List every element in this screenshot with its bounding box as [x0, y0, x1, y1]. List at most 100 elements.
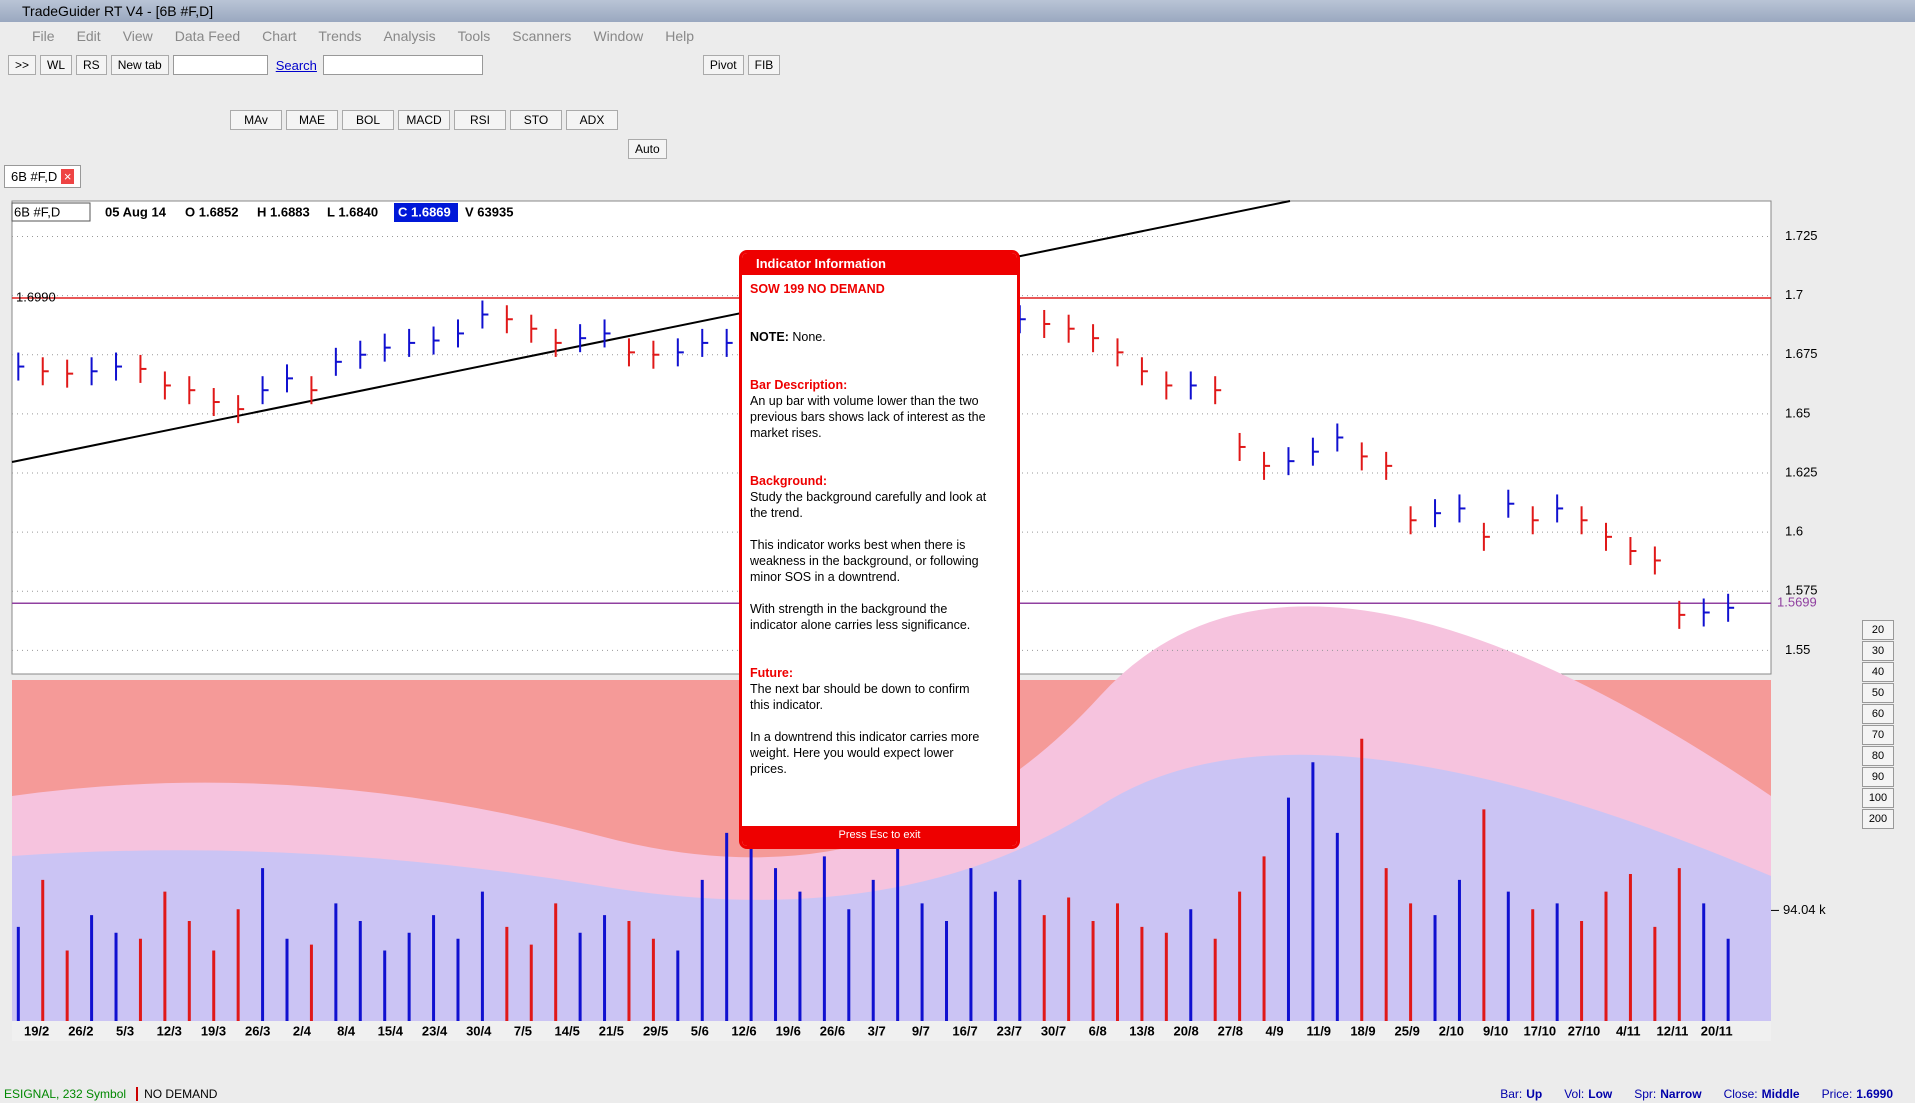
zoom-button[interactable]: 50: [1862, 683, 1894, 703]
status-value: Narrow: [1660, 1086, 1702, 1101]
x-tick-label: 9/10: [1483, 1023, 1508, 1038]
close-highlight: [394, 203, 458, 222]
toolbar: >> WL RS New tab Search Pivot FIB: [8, 55, 784, 75]
menu-item[interactable]: View: [122, 28, 153, 44]
x-tick-label: 8/4: [337, 1023, 356, 1038]
status-label: Spr:: [1634, 1086, 1657, 1101]
indicator-popup: Indicator Information SOW 199 NO DEMAND N…: [739, 250, 1020, 849]
x-tick-label: 26/2: [68, 1023, 93, 1038]
symbol-input[interactable]: [172, 55, 268, 75]
x-tick-label: 19/6: [776, 1023, 801, 1038]
x-tick-label: 2/4: [293, 1023, 312, 1038]
x-tick-label: 13/8: [1129, 1023, 1154, 1038]
zoom-button[interactable]: 80: [1862, 746, 1894, 766]
zoom-button[interactable]: 70: [1862, 725, 1894, 745]
x-tick-label: 9/7: [912, 1023, 930, 1038]
menu-item[interactable]: Data Feed: [174, 28, 241, 44]
indicator-button[interactable]: RSI: [454, 110, 506, 130]
menu-item[interactable]: Edit: [76, 28, 101, 44]
x-tick-label: 30/7: [1041, 1023, 1066, 1038]
indicator-button[interactable]: MAE: [286, 110, 338, 130]
x-tick-label: 19/3: [201, 1023, 226, 1038]
search-box[interactable]: [322, 55, 483, 75]
indicator-button[interactable]: ADX: [566, 110, 618, 130]
note-label: NOTE:: [750, 330, 789, 344]
volume-tick-label: 94.04 k: [1783, 902, 1826, 917]
level-label: 1.5699: [1777, 595, 1817, 610]
zoom-button[interactable]: 100: [1862, 788, 1894, 808]
quote-open: O 1.6852: [185, 204, 239, 219]
y-tick-label: 1.725: [1785, 228, 1818, 243]
x-tick-label: 30/4: [466, 1023, 492, 1038]
tool-button[interactable]: RS: [76, 55, 107, 75]
x-axis-band: [12, 1021, 1771, 1041]
y-tick-label: 1.625: [1785, 464, 1818, 479]
menu-item[interactable]: Trends: [318, 28, 362, 44]
zoom-button[interactable]: 40: [1862, 662, 1894, 682]
x-tick-label: 5/6: [691, 1023, 709, 1038]
menu-item[interactable]: Analysis: [383, 28, 436, 44]
indicator-button[interactable]: BOL: [342, 110, 394, 130]
y-tick-label: 1.6: [1785, 524, 1803, 539]
zoom-button[interactable]: 200: [1862, 809, 1894, 829]
zoom-button[interactable]: 20: [1862, 620, 1894, 640]
tool-button[interactable]: New tab: [110, 55, 169, 75]
section-text: With strength in the background the indi…: [750, 602, 971, 632]
status-bar: ESIGNAL, 232 Symbol NO DEMAND Bar: Up Vol: Lo…: [0, 1084, 1915, 1103]
x-tick-label: 19/2: [24, 1023, 49, 1038]
volume-band: [12, 754, 1771, 1021]
x-tick-label: 12/6: [731, 1023, 756, 1038]
popup-body: SOW 199 NO DEMAND NOTE: None. Bar Descript…: [742, 275, 1000, 820]
search-link[interactable]: Search: [275, 57, 317, 73]
indicator-button[interactable]: MACD: [398, 110, 450, 130]
x-tick-label: 4/9: [1266, 1023, 1284, 1038]
status-label: Close:: [1723, 1086, 1758, 1101]
zoom-button[interactable]: 60: [1862, 704, 1894, 724]
x-tick-label: 16/7: [952, 1023, 977, 1038]
tool-button[interactable]: >>: [8, 55, 37, 75]
level-label: 1.6990: [16, 289, 56, 304]
indicator-toolbar: MAv MAE BOL MACD RSI STO ADX: [230, 110, 622, 130]
note-text: None.: [792, 330, 826, 344]
quote-low: L 1.6840: [327, 204, 378, 219]
fib-button[interactable]: FIB: [747, 55, 781, 75]
x-tick-label: 26/3: [245, 1023, 270, 1038]
menu-item[interactable]: Tools: [457, 28, 491, 44]
symbol-box: [11, 202, 91, 222]
menu-item[interactable]: Scanners: [512, 28, 572, 44]
auto-button[interactable]: Auto: [628, 139, 667, 159]
menu-bar: File Edit View Data Feed Chart Trends Analysis…: [0, 28, 1915, 50]
pivot-button[interactable]: Pivot: [702, 55, 744, 75]
menu-item[interactable]: Window: [593, 28, 644, 44]
indicator-button[interactable]: MAv: [230, 110, 282, 130]
tab-close[interactable]: ×: [60, 169, 75, 184]
quote-high: H 1.6883: [257, 204, 310, 219]
x-tick-label: 20/11: [1701, 1023, 1733, 1038]
x-tick-label: 15/4: [378, 1023, 404, 1038]
zoom-button[interactable]: 90: [1862, 767, 1894, 787]
title-bar: TradeGuider RT V4 - [6B #F,D]: [0, 0, 1915, 22]
x-tick-label: 5/3: [116, 1023, 134, 1038]
status-value: Up: [1526, 1086, 1543, 1101]
menu-item[interactable]: Chart: [262, 28, 297, 44]
zoom-button[interactable]: 30: [1862, 641, 1894, 661]
trend-line: [11, 200, 1291, 463]
chart-tab[interactable]: 6B #F,D ×: [4, 165, 82, 188]
indicator-button[interactable]: STO: [510, 110, 562, 130]
tool-button[interactable]: WL: [40, 55, 73, 75]
x-tick-label: 11/9: [1306, 1023, 1331, 1038]
x-tick-label: 29/5: [643, 1023, 668, 1038]
menu-item[interactable]: File: [32, 28, 55, 44]
x-tick-label: 21/5: [599, 1023, 624, 1038]
section-text: An up bar with volume lower than the two…: [750, 394, 986, 440]
x-tick-label: 2/10: [1439, 1023, 1464, 1038]
section-title: Background:: [750, 474, 828, 488]
menu-item[interactable]: Help: [665, 28, 695, 44]
quote-volume: V 63935: [465, 204, 513, 219]
y-tick-label: 1.55: [1785, 642, 1810, 657]
x-tick-label: 27/8: [1218, 1023, 1243, 1038]
section-title: Bar Description:: [750, 378, 848, 392]
section-text: This indicator works best when there is …: [750, 538, 979, 584]
x-tick-label: 6/8: [1089, 1023, 1107, 1038]
